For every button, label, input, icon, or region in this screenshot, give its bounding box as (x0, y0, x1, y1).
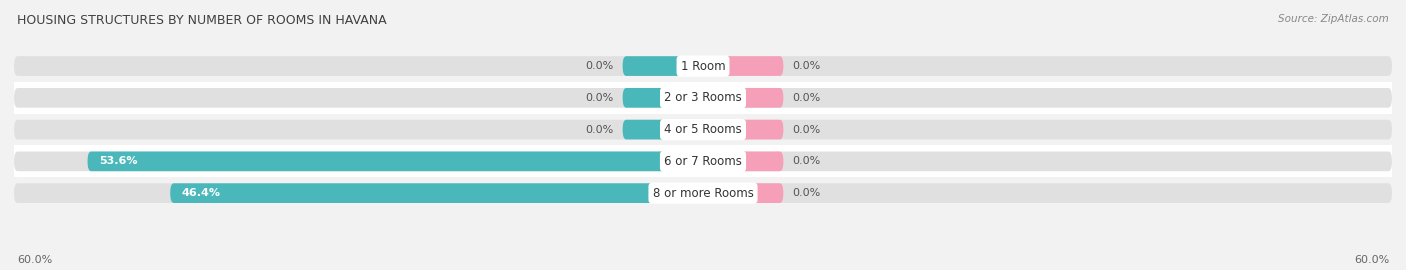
Text: 2 or 3 Rooms: 2 or 3 Rooms (664, 91, 742, 104)
Text: HOUSING STRUCTURES BY NUMBER OF ROOMS IN HAVANA: HOUSING STRUCTURES BY NUMBER OF ROOMS IN… (17, 14, 387, 26)
FancyBboxPatch shape (14, 88, 1392, 108)
Text: 0.0%: 0.0% (585, 61, 613, 71)
FancyBboxPatch shape (703, 88, 783, 108)
Text: 0.0%: 0.0% (793, 93, 821, 103)
FancyBboxPatch shape (87, 151, 703, 171)
Text: 0.0%: 0.0% (585, 93, 613, 103)
Text: 6 or 7 Rooms: 6 or 7 Rooms (664, 155, 742, 168)
FancyBboxPatch shape (623, 88, 703, 108)
Text: 53.6%: 53.6% (98, 156, 138, 166)
Text: 0.0%: 0.0% (793, 61, 821, 71)
Text: 46.4%: 46.4% (181, 188, 221, 198)
FancyBboxPatch shape (14, 146, 1392, 177)
FancyBboxPatch shape (14, 120, 1392, 139)
FancyBboxPatch shape (14, 50, 1392, 82)
FancyBboxPatch shape (623, 120, 703, 139)
FancyBboxPatch shape (14, 114, 1392, 146)
FancyBboxPatch shape (14, 177, 1392, 209)
Text: 0.0%: 0.0% (585, 124, 613, 135)
FancyBboxPatch shape (14, 151, 1392, 171)
Text: 60.0%: 60.0% (1354, 255, 1389, 265)
FancyBboxPatch shape (703, 56, 783, 76)
Text: 60.0%: 60.0% (17, 255, 52, 265)
FancyBboxPatch shape (170, 183, 703, 203)
Text: 0.0%: 0.0% (793, 156, 821, 166)
Text: Source: ZipAtlas.com: Source: ZipAtlas.com (1278, 14, 1389, 23)
Text: 0.0%: 0.0% (793, 188, 821, 198)
Text: 8 or more Rooms: 8 or more Rooms (652, 187, 754, 200)
FancyBboxPatch shape (14, 183, 1392, 203)
Text: 0.0%: 0.0% (793, 124, 821, 135)
FancyBboxPatch shape (14, 56, 1392, 76)
FancyBboxPatch shape (623, 56, 703, 76)
FancyBboxPatch shape (703, 183, 783, 203)
FancyBboxPatch shape (703, 120, 783, 139)
FancyBboxPatch shape (14, 82, 1392, 114)
Text: 1 Room: 1 Room (681, 60, 725, 73)
Text: 4 or 5 Rooms: 4 or 5 Rooms (664, 123, 742, 136)
FancyBboxPatch shape (703, 151, 783, 171)
